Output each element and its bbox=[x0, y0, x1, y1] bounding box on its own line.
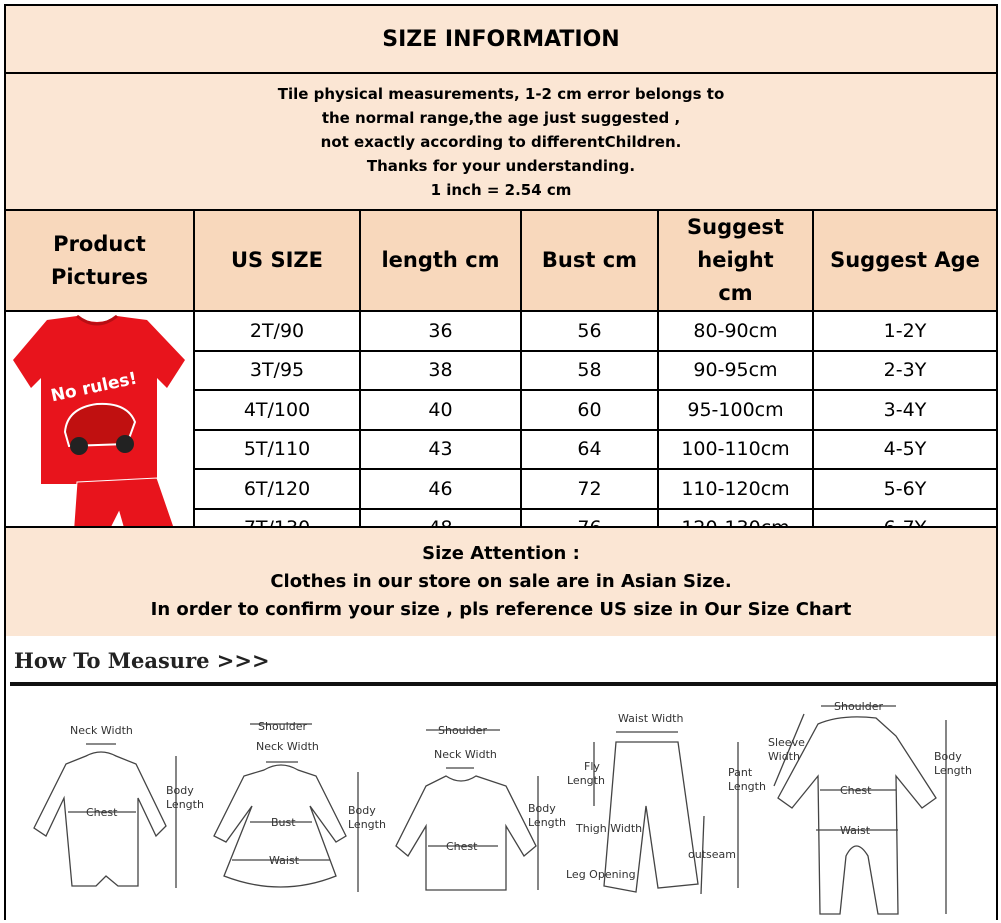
how-to-measure-title: How To Measure >>> bbox=[14, 648, 270, 673]
label: Length bbox=[567, 774, 605, 787]
size-attention: Size Attention : Clothes in our store on… bbox=[6, 526, 996, 636]
note-line: Thanks for your understanding. bbox=[366, 156, 636, 175]
label: Body bbox=[166, 784, 194, 797]
note-line: not exactly according to differentChildr… bbox=[320, 132, 682, 151]
col-header: Suggest Age bbox=[812, 211, 996, 312]
label: Shoulder bbox=[834, 700, 883, 713]
table-row: 6T/120 46 72 110-120cm 5-6Y bbox=[6, 468, 996, 510]
label: Length bbox=[528, 816, 566, 829]
cell-height: 110-120cm bbox=[657, 468, 814, 510]
cell-us-size: 3T/95 bbox=[194, 349, 361, 391]
label: Neck Width bbox=[256, 740, 319, 753]
label: Bust bbox=[271, 816, 296, 829]
cell-us-size: 6T/120 bbox=[194, 468, 361, 510]
measure-diagrams: Neck Width Chest Body Length Shoulder Ne… bbox=[33, 700, 972, 915]
col-header: length cm bbox=[359, 211, 522, 312]
label: Width bbox=[768, 750, 800, 763]
cell-age: 2-3Y bbox=[812, 349, 996, 391]
label: Chest bbox=[840, 784, 872, 797]
label: Length bbox=[934, 764, 972, 777]
label: Shoulder bbox=[258, 720, 307, 733]
label: Neck Width bbox=[434, 748, 497, 761]
cell-height: 95-100cm bbox=[657, 389, 814, 431]
product-picture: No rules! bbox=[6, 310, 195, 549]
label: Chest bbox=[86, 806, 118, 819]
size-notes: Tile physical measurements, 1-2 cm error… bbox=[6, 74, 996, 211]
label: Waist bbox=[269, 854, 300, 867]
label: Length bbox=[166, 798, 204, 811]
table-row: 4T/100 40 60 95-100cm 3-4Y bbox=[6, 389, 996, 431]
label: Waist Width bbox=[618, 712, 683, 725]
label: Body bbox=[934, 750, 962, 763]
romper-diagram: Shoulder Sleeve Width Body Length Chest … bbox=[768, 700, 972, 915]
page-title: SIZE INFORMATION bbox=[6, 6, 996, 74]
cell-bust: 56 bbox=[520, 310, 659, 352]
product-image: No rules! bbox=[12, 314, 185, 541]
label: Waist bbox=[840, 824, 871, 837]
cell-age: 3-4Y bbox=[812, 389, 996, 431]
col-header: Product Pictures bbox=[6, 211, 195, 312]
label: Neck Width bbox=[70, 724, 133, 737]
label: Length bbox=[348, 818, 386, 831]
cell-bust: 58 bbox=[520, 349, 659, 391]
cell-height: 100-110cm bbox=[657, 428, 814, 470]
cell-us-size: 4T/100 bbox=[194, 389, 361, 431]
label: outseam bbox=[688, 848, 736, 861]
table-header-row: Product Pictures US SIZE length cm Bust … bbox=[6, 211, 996, 312]
cell-height: 80-90cm bbox=[657, 310, 814, 352]
col-header: Bust cm bbox=[520, 211, 659, 312]
attention-line: In order to confirm your size , pls refe… bbox=[150, 599, 852, 620]
attention-line: Clothes in our store on sale are in Asia… bbox=[270, 571, 732, 592]
cell-us-size: 2T/90 bbox=[193, 310, 361, 352]
dress-diagram: Shoulder Neck Width Bust Waist Body Leng… bbox=[213, 720, 386, 892]
shirt-diagram: Shoulder Neck Width Chest Body Length bbox=[395, 724, 566, 891]
cell-length: 38 bbox=[359, 349, 522, 391]
label: Pant bbox=[728, 766, 753, 779]
cell-age: 5-6Y bbox=[812, 468, 996, 510]
table-row: No rules! 2T/90 36 56 80-90cm 1-2Y bbox=[6, 310, 996, 549]
label: Sleeve bbox=[768, 736, 805, 749]
size-chart: SIZE INFORMATION Tile physical measureme… bbox=[4, 4, 998, 922]
label: Shoulder bbox=[438, 724, 487, 737]
cell-length: 40 bbox=[359, 389, 522, 431]
bodysuit-diagram: Neck Width Chest Body Length bbox=[33, 724, 204, 888]
label: Leg Opening bbox=[566, 868, 636, 881]
divider bbox=[10, 682, 996, 686]
pants-diagram: Waist Width Fly Length Pant Length Thigh… bbox=[566, 712, 766, 895]
cell-bust: 60 bbox=[520, 389, 659, 431]
label: Chest bbox=[446, 840, 478, 853]
cell-length: 36 bbox=[359, 310, 522, 352]
table-row: 3T/95 38 58 90-95cm 2-3Y bbox=[6, 349, 996, 391]
cell-age: 4-5Y bbox=[812, 428, 996, 470]
cell-length: 46 bbox=[359, 468, 522, 510]
col-header: Suggest height cm bbox=[657, 211, 814, 312]
col-header: US SIZE bbox=[193, 211, 361, 312]
table-row: 5T/110 43 64 100-110cm 4-5Y bbox=[6, 428, 996, 470]
how-to-measure: How To Measure >>> Neck Width Chest Body… bbox=[6, 636, 996, 922]
cell-us-size: 5T/110 bbox=[194, 428, 361, 470]
label: Thigh Width bbox=[575, 822, 642, 835]
size-table: Product Pictures US SIZE length cm Bust … bbox=[6, 211, 996, 549]
cell-height: 90-95cm bbox=[657, 349, 814, 391]
cell-length: 43 bbox=[359, 428, 522, 470]
label: Length bbox=[728, 780, 766, 793]
cell-bust: 64 bbox=[520, 428, 659, 470]
note-line: the normal range,the age just suggested … bbox=[321, 108, 681, 127]
note-line: 1 inch = 2.54 cm bbox=[430, 180, 572, 199]
label: Body bbox=[348, 804, 376, 817]
cell-age: 1-2Y bbox=[812, 310, 996, 352]
label: Fly bbox=[584, 760, 600, 773]
attention-heading: Size Attention : bbox=[422, 543, 580, 564]
cell-bust: 72 bbox=[520, 468, 659, 510]
label: Body bbox=[528, 802, 556, 815]
note-line: Tile physical measurements, 1-2 cm error… bbox=[277, 84, 725, 103]
